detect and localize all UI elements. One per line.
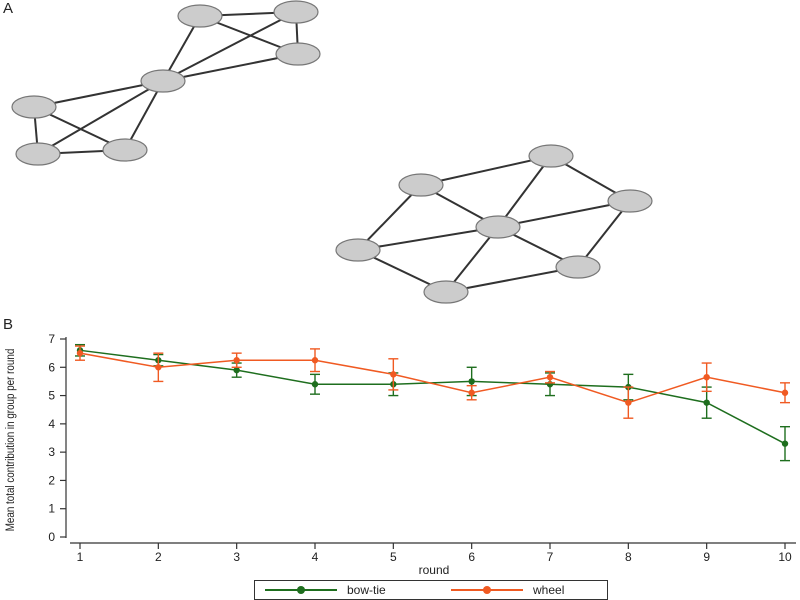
data-point-wheel [233,357,240,364]
bow-tie-edge [33,80,164,108]
bow-tie-edge [37,80,164,155]
wheel-edge [357,184,422,251]
wheel-edge [420,155,552,186]
y-tick-label: 7 [48,332,55,346]
data-point-wheel [311,357,319,364]
data-point-wheel [468,389,475,396]
y-tick-label: 6 [48,360,55,374]
wheel-node [528,144,574,168]
x-tick-label: 1 [77,550,84,564]
y-tick-label: 2 [48,473,55,487]
bow-tie-edge [162,53,299,82]
x-axis-ticks: 1 2 3 4 5 6 7 8 9 10 [77,543,792,564]
bow-tie-node [275,42,321,66]
y-tick-label: 0 [48,530,55,544]
y-tick-label: 4 [48,417,55,431]
data-point-bow-tie [781,440,789,447]
x-tick-label: 10 [778,550,792,564]
series-layer [75,343,790,462]
x-tick-label: 2 [155,550,162,564]
bow-tie-node [102,138,148,162]
x-tick-label: 8 [625,550,632,564]
bow-tie-edge [124,80,164,151]
x-tick-label: 6 [468,550,475,564]
data-point-wheel [546,373,554,381]
data-point-bow-tie [703,399,710,406]
x-tick-label: 9 [703,550,710,564]
y-axis-ticks: 0 1 2 3 4 5 6 7 [48,332,66,544]
x-axis-title: round [419,563,450,577]
x-tick-label: 4 [312,550,319,564]
wheel-node [607,189,653,213]
wheel-node [398,173,444,197]
wheel-edge [497,200,631,228]
bow-tie-node [15,142,61,166]
bow-tie-node [140,69,186,93]
x-tick-label: 7 [547,550,554,564]
wheel-edge [445,266,579,293]
bow-tie-node [11,95,57,119]
bow-tie-node [177,4,223,28]
legend-label-bow-tie: bow-tie [347,583,386,597]
data-point-bow-tie [468,378,475,385]
bow-tie-node [273,0,319,24]
series-wheel [75,345,790,419]
data-point-wheel [76,349,84,357]
legend-item-bow-tie: bow-tie [265,581,386,599]
contribution-chart: 0 1 2 3 4 5 6 7 1 2 3 4 5 6 7 8 9 10 round Mean total co… [4,332,796,577]
wheel-edge [497,155,552,228]
bow-tie-edge [162,11,297,82]
legend-item-wheel: wheel [451,581,564,599]
legend-swatch-wheel [451,585,523,595]
data-point-wheel [390,371,397,378]
wheel-node [423,280,469,304]
wheel-edge [577,200,631,268]
data-point-bow-tie [233,366,240,374]
series-line-wheel [79,352,786,404]
legend-label-wheel: wheel [533,583,565,597]
y-tick-label: 3 [48,445,55,459]
wheel-network [335,144,653,304]
data-point-wheel [703,373,710,381]
x-tick-label: 3 [233,550,240,564]
panel-a-label: A [3,0,14,17]
wheel-node [555,255,601,279]
bow-tie-network [11,0,321,166]
wheel-edge [357,226,499,251]
y-tick-label: 5 [48,389,55,403]
wheel-node [335,238,381,262]
y-axis-title: Mean total contribution in group per rou… [4,349,17,532]
wheel-node [475,215,521,239]
y-tick-label: 1 [48,502,55,516]
legend-swatch-bow-tie [265,585,337,595]
panel-b-label: B [3,316,14,333]
data-point-bow-tie [311,381,319,388]
wheel-edge [445,226,499,293]
data-point-wheel [781,389,789,396]
data-point-wheel [155,364,162,371]
legend: bow-tie wheel [254,580,608,600]
x-tick-label: 5 [390,550,397,564]
series-bow-tie [75,343,790,462]
data-point-wheel [625,399,632,406]
